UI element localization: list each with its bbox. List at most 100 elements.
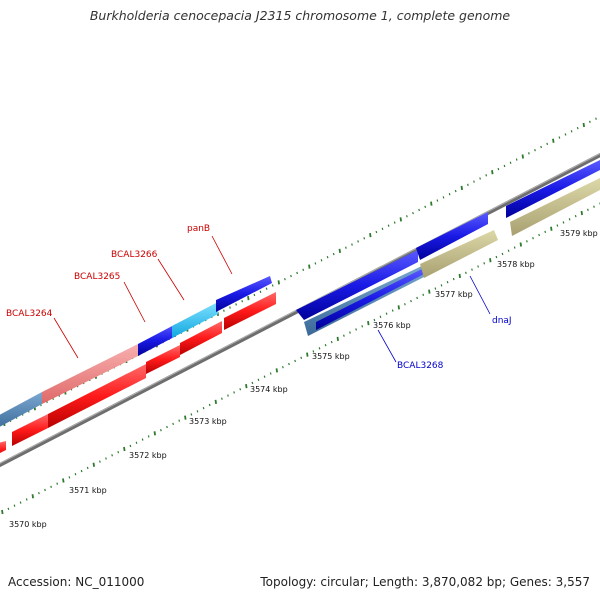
leader-dnaj: [469, 275, 491, 315]
gene-bcal3268-blue[interactable]: [316, 268, 424, 330]
tick-major: [123, 446, 126, 452]
tick-major: [369, 233, 372, 238]
gene-reverse-blue-3[interactable]: [506, 160, 600, 218]
tick-row-inner: [1, 202, 600, 515]
tick-minor: [263, 375, 266, 378]
tick-minor: [324, 344, 327, 347]
tick-minor: [288, 362, 290, 366]
tick-major: [580, 210, 583, 216]
scale-label: 3576 kbp: [373, 321, 411, 330]
tick-minor: [471, 268, 473, 271]
tick-major: [1, 509, 4, 515]
tick-minor: [593, 205, 595, 208]
gene-bcal3265[interactable]: [138, 324, 176, 356]
tick-major: [153, 431, 156, 436]
map-title: Burkholderia cenocepacia J2315 chromosom…: [89, 8, 511, 23]
label-dnaj[interactable]: dnaJ: [492, 316, 512, 326]
tick-major: [550, 226, 553, 231]
tick-minor: [479, 177, 481, 180]
tick-minor: [160, 428, 162, 432]
tick-minor: [284, 278, 286, 281]
tick-minor: [172, 422, 174, 426]
tick-minor: [166, 425, 168, 429]
tick-minor: [501, 252, 504, 256]
gene-panb[interactable]: [216, 276, 272, 312]
gene-forward-red-row4[interactable]: [180, 321, 222, 355]
tick-minor: [19, 501, 22, 504]
tick-minor: [239, 388, 242, 391]
scale-label: 3572 kbp: [129, 451, 167, 460]
label-bcal3265[interactable]: BCAL3265: [74, 272, 120, 282]
tick-minor: [568, 218, 571, 221]
tick-minor: [190, 413, 193, 416]
gene-forward-red-row5[interactable]: [224, 292, 276, 330]
tick-minor: [355, 328, 357, 331]
tick-major: [31, 494, 34, 499]
tick-minor: [436, 199, 439, 202]
tick-minor: [330, 340, 333, 344]
tick-minor: [495, 255, 498, 259]
tick-minor: [532, 236, 534, 240]
tick-minor: [467, 183, 469, 186]
tick-major: [552, 138, 555, 143]
tick-minor: [223, 309, 225, 312]
label-panb[interactable]: panB: [187, 224, 210, 234]
tick-minor: [129, 444, 132, 448]
tick-minor: [576, 126, 579, 130]
tick-minor: [528, 152, 530, 155]
label-bcal3264[interactable]: BCAL3264: [6, 309, 53, 319]
tick-minor: [343, 334, 345, 337]
tick-major: [460, 185, 463, 191]
gene-reverse-olive-2[interactable]: [510, 178, 600, 236]
gene-forward-red-row1[interactable]: [12, 414, 48, 446]
tick-minor: [282, 366, 284, 369]
accession-text: Accession: NC_011000: [8, 575, 145, 589]
tick-minor: [410, 299, 412, 303]
tick-minor: [526, 240, 528, 243]
gene-bcal3266[interactable]: [172, 302, 218, 338]
tick-major: [428, 289, 431, 294]
label-bcal3268[interactable]: BCAL3268: [397, 361, 444, 371]
tick-minor: [454, 189, 457, 193]
gene-reverse-blue-2[interactable]: [416, 212, 488, 260]
tick-minor: [477, 265, 479, 268]
tick-major: [430, 201, 433, 206]
tick-minor: [196, 410, 199, 413]
gene-dnaj[interactable]: [420, 230, 498, 278]
tick-minor: [452, 277, 455, 281]
gene-bcal3264[interactable]: [42, 344, 138, 404]
tick-minor: [485, 174, 488, 177]
gene-forward-left-red[interactable]: [0, 441, 6, 458]
tick-minor: [141, 438, 144, 441]
gene-forward-red-row3[interactable]: [146, 345, 180, 374]
gene-forward-steelblue[interactable]: [0, 392, 42, 432]
gene-labels: BCAL3264 BCAL3265 BCAL3266 panB BCAL3268…: [6, 224, 512, 371]
tick-minor: [574, 214, 577, 218]
tick-major: [399, 217, 402, 222]
tick-major: [491, 170, 494, 175]
tick-minor: [385, 312, 388, 315]
tick-minor: [147, 435, 150, 438]
tick-minor: [446, 281, 449, 284]
tick-minor: [208, 403, 211, 407]
scale-label: 3575 kbp: [312, 352, 350, 361]
tick-major: [245, 383, 248, 389]
tick-major: [397, 305, 400, 310]
tick-minor: [515, 158, 518, 161]
tick-minor: [241, 300, 244, 303]
tick-minor: [290, 274, 292, 278]
tick-major: [336, 336, 339, 342]
tick-minor: [416, 296, 418, 300]
label-bcal3266[interactable]: BCAL3266: [111, 250, 158, 260]
tick-minor: [332, 252, 335, 256]
tick-minor: [235, 303, 237, 306]
gene-reverse-blue-1[interactable]: [296, 250, 418, 320]
tick-minor: [473, 180, 475, 183]
tick-minor: [117, 451, 120, 454]
tick-minor: [404, 303, 406, 306]
tick-minor: [589, 120, 591, 124]
tick-minor: [56, 482, 59, 485]
gene-forward-red-row2[interactable]: [48, 364, 146, 428]
tick-minor: [381, 227, 384, 231]
